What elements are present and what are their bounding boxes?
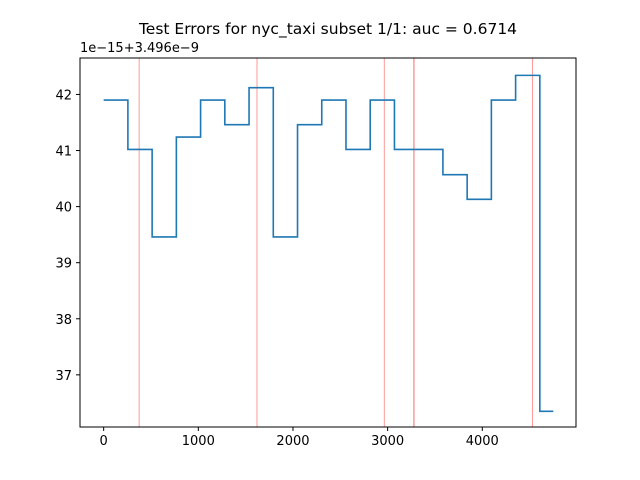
y-offset-label: 1e−15+3.496e−9 [80, 41, 199, 56]
plot-frame [79, 57, 577, 428]
y-tick-label-0: 37 [55, 369, 72, 384]
x-tick-label-2: 2000 [276, 434, 309, 449]
y-tick-label-3: 40 [55, 201, 72, 216]
y-tick-label-2: 39 [55, 257, 72, 272]
x-tick-label-1: 1000 [182, 434, 215, 449]
y-tick-label-4: 41 [55, 145, 72, 160]
y-tick-label-5: 42 [55, 88, 72, 103]
x-axis: 0 1000 2000 3000 4000 [100, 427, 499, 449]
chart-title: Test Errors for nyc_taxi subset 1/1: auc… [138, 20, 517, 39]
series-layer [103, 74, 554, 413]
y-tick-label-1: 38 [55, 313, 72, 328]
y-axis: 37 38 39 40 41 42 [55, 88, 80, 384]
x-tick-label-0: 0 [100, 434, 108, 449]
x-tick-label-4: 4000 [466, 434, 499, 449]
x-tick-label-3: 3000 [371, 434, 404, 449]
series-line-0 [103, 74, 554, 413]
anomaly-lines [138, 58, 533, 427]
